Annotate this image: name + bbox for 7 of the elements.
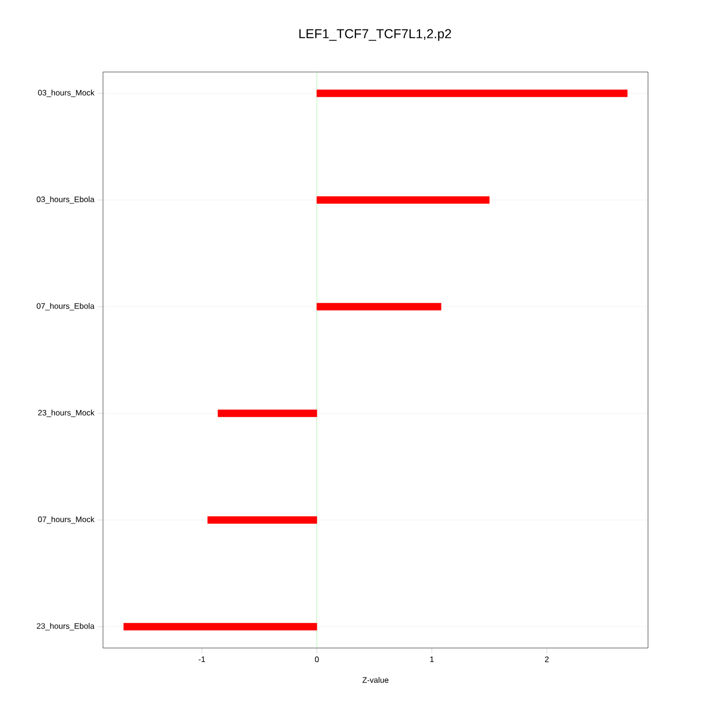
bar	[124, 622, 318, 630]
bar	[207, 516, 318, 524]
bar	[316, 90, 628, 98]
bar	[316, 196, 490, 204]
bar	[218, 410, 318, 418]
bar	[316, 302, 442, 310]
chart-title: LEF1_TCF7_TCF7L1,2.p2	[299, 29, 452, 41]
